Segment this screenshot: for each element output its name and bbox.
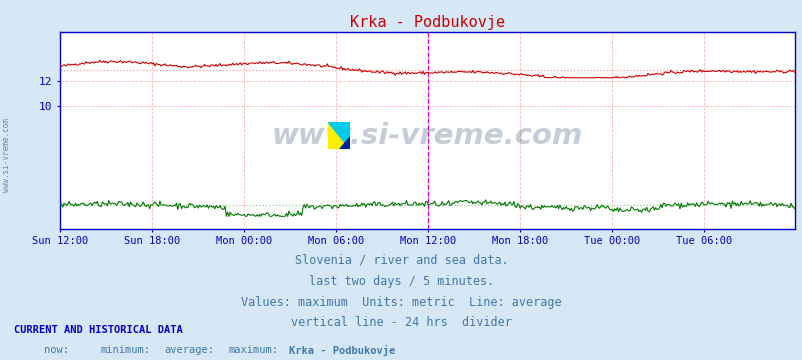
Text: CURRENT AND HISTORICAL DATA: CURRENT AND HISTORICAL DATA bbox=[14, 325, 183, 335]
Title: Krka - Podbukovje: Krka - Podbukovje bbox=[350, 15, 504, 30]
Text: Krka - Podbukovje: Krka - Podbukovje bbox=[289, 345, 395, 356]
Text: minimum:: minimum: bbox=[100, 345, 150, 355]
Text: average:: average: bbox=[164, 345, 214, 355]
Polygon shape bbox=[338, 136, 350, 149]
Text: www.si-vreme.com: www.si-vreme.com bbox=[272, 122, 582, 150]
Text: Values: maximum  Units: metric  Line: average: Values: maximum Units: metric Line: aver… bbox=[241, 296, 561, 309]
Text: now:: now: bbox=[44, 345, 69, 355]
Polygon shape bbox=[327, 122, 350, 149]
Text: www.si-vreme.com: www.si-vreme.com bbox=[2, 118, 11, 192]
Text: last two days / 5 minutes.: last two days / 5 minutes. bbox=[309, 275, 493, 288]
Text: Slovenia / river and sea data.: Slovenia / river and sea data. bbox=[294, 254, 508, 267]
Text: maximum:: maximum: bbox=[229, 345, 278, 355]
Text: vertical line - 24 hrs  divider: vertical line - 24 hrs divider bbox=[290, 316, 512, 329]
Polygon shape bbox=[327, 122, 350, 149]
